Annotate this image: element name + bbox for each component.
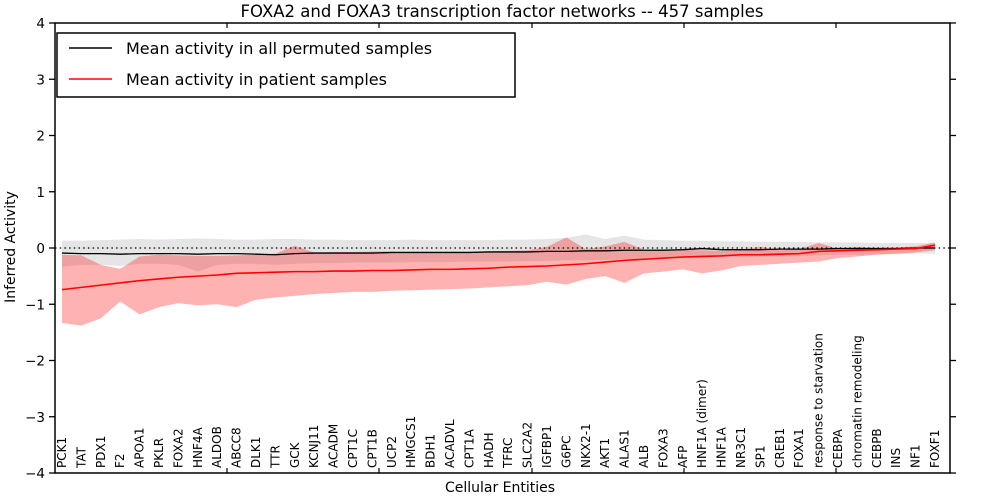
patient-confidence-band <box>62 237 935 326</box>
y-axis-label: Inferred Activity <box>3 191 19 303</box>
x-tick-label: FOXA2 <box>171 428 185 468</box>
x-tick-label: ACADVL <box>443 419 457 468</box>
x-tick-label: HMGCS1 <box>404 416 418 468</box>
x-tick-label: NF1 <box>909 444 923 468</box>
x-tick-label: ALB <box>637 445 651 468</box>
y-tick-label: 1 <box>36 185 45 201</box>
y-tick-label: −3 <box>25 410 45 426</box>
x-axis-label: Cellular Entities <box>445 480 555 496</box>
legend: Mean activity in all permuted samples Me… <box>56 32 516 98</box>
y-tick-label: 2 <box>36 129 45 145</box>
chart-title: FOXA2 and FOXA3 transcription factor net… <box>241 2 764 21</box>
x-tick-label: ALDOB <box>210 426 224 468</box>
y-tick-label: 0 <box>36 241 45 257</box>
x-tick-label: F2 <box>113 453 127 468</box>
legend-box <box>56 32 516 98</box>
x-tick-label: UCP2 <box>385 436 399 468</box>
x-tick-label: CPT1A <box>462 428 476 468</box>
x-tick-label: PCK1 <box>55 437 69 468</box>
x-tick-label: CEBPA <box>831 428 845 468</box>
x-tick-label: CREB1 <box>773 428 787 468</box>
x-tick-label: DLK1 <box>249 437 263 468</box>
x-tick-label: FOXF1 <box>928 430 942 468</box>
x-tick-label: FOXA1 <box>792 428 806 468</box>
x-tick-label: SLC2A2 <box>521 422 535 468</box>
x-tick-label: SP1 <box>753 446 767 469</box>
series-line-patient <box>61 244 936 291</box>
x-tick-label: IGFBP1 <box>540 425 554 468</box>
permuted-confidence-band <box>62 234 935 272</box>
x-tick-label: HNF1A (dimer) <box>695 379 709 468</box>
x-tick-label: NKX2-1 <box>579 423 593 468</box>
x-tick-label: HNF4A <box>191 426 205 468</box>
x-tick-label: ACADM <box>327 424 341 468</box>
plot-area: −4 −3 −2 −1 0 1 2 3 4 PCK1 TAT PDX1 F2 APOA1 PKLR FOXA2… <box>25 16 956 482</box>
x-tick-label: AFP <box>676 446 690 468</box>
x-tick-label: G6PC <box>559 435 573 468</box>
x-tick-label: response to starvation <box>812 333 826 468</box>
x-tick-label: CEBPB <box>870 428 884 468</box>
x-tick-label: BDH1 <box>424 434 438 468</box>
y-tick-label: 4 <box>36 16 45 32</box>
x-tick-label: NR3C1 <box>734 427 748 468</box>
x-tick-label: FOXA3 <box>656 428 670 468</box>
legend-label-permuted: Mean activity in all permuted samples <box>126 39 432 58</box>
x-tick-label: GCK <box>288 441 302 468</box>
x-tick-label: CPT1C <box>346 429 360 468</box>
x-tick-label: ALAS1 <box>618 429 632 468</box>
x-tick-label: AKT1 <box>598 438 612 468</box>
x-tick-label: TAT <box>74 446 88 469</box>
x-tick-label: chromatin remodeling <box>850 335 864 468</box>
y-tick-label: −4 <box>25 466 45 482</box>
legend-label-patient: Mean activity in patient samples <box>126 70 387 89</box>
x-tick-label: APOA1 <box>133 427 147 468</box>
x-tick-label: ABCC8 <box>230 427 244 468</box>
x-tick-label: HADH <box>482 433 496 469</box>
x-tick-label: TFRC <box>501 438 515 469</box>
y-tick-label: −1 <box>25 297 45 313</box>
x-tick-label: KCNJ11 <box>307 425 321 468</box>
y-tick-label: 3 <box>36 72 45 88</box>
series-line-permuted <box>61 247 935 256</box>
x-tick-label: HNF1A <box>715 426 729 468</box>
x-tick-label: CPT1B <box>365 429 379 468</box>
y-tick-label: −2 <box>25 354 45 370</box>
x-tick-label: PDX1 <box>94 436 108 468</box>
x-tick-label: PKLR <box>152 438 166 468</box>
x-tick-label: INS <box>889 448 903 468</box>
x-tick-label: TTR <box>268 445 282 469</box>
